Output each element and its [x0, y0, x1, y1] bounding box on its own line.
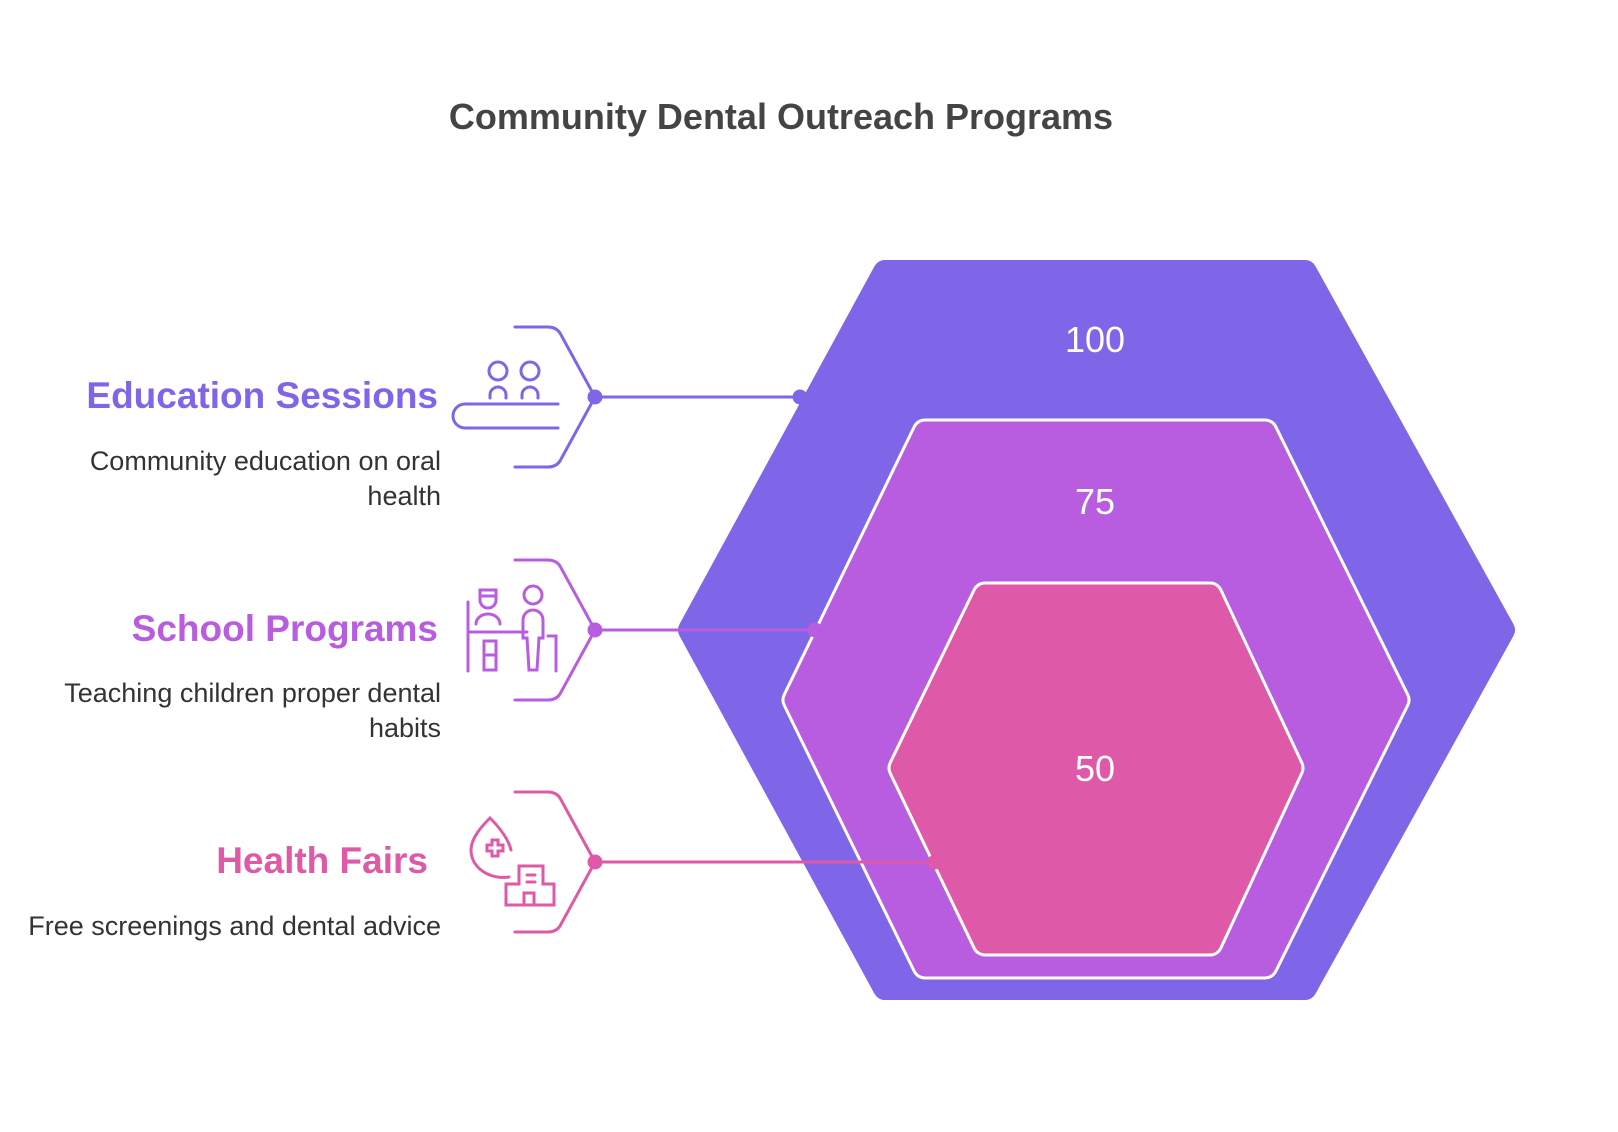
description-education-sessions: Community education on oral health	[89, 446, 441, 511]
label-education-sessions: Education Sessions	[86, 375, 438, 416]
connector-school-programs	[513, 558, 823, 702]
diagram-title: Community Dental Outreach Programs	[448, 96, 1114, 137]
hexagon-health-fairs	[887, 581, 1305, 957]
label-school-programs: School Programs	[131, 608, 438, 649]
value-health-fairs: 50	[1075, 748, 1115, 789]
health-clinic-icon	[469, 815, 556, 907]
description-school-programs: Teaching children proper dental habits	[64, 678, 441, 743]
dentist-child-icon	[466, 584, 558, 673]
value-education-sessions: 100	[1065, 319, 1125, 360]
connector-education-sessions	[513, 325, 808, 469]
value-school-programs: 75	[1075, 481, 1115, 522]
connector-health-fairs	[513, 790, 943, 934]
description-health-fairs: Free screenings and dental advice	[28, 911, 441, 941]
label-health-fairs: Health Fairs	[216, 840, 428, 881]
audience-presentation-icon	[451, 360, 560, 430]
